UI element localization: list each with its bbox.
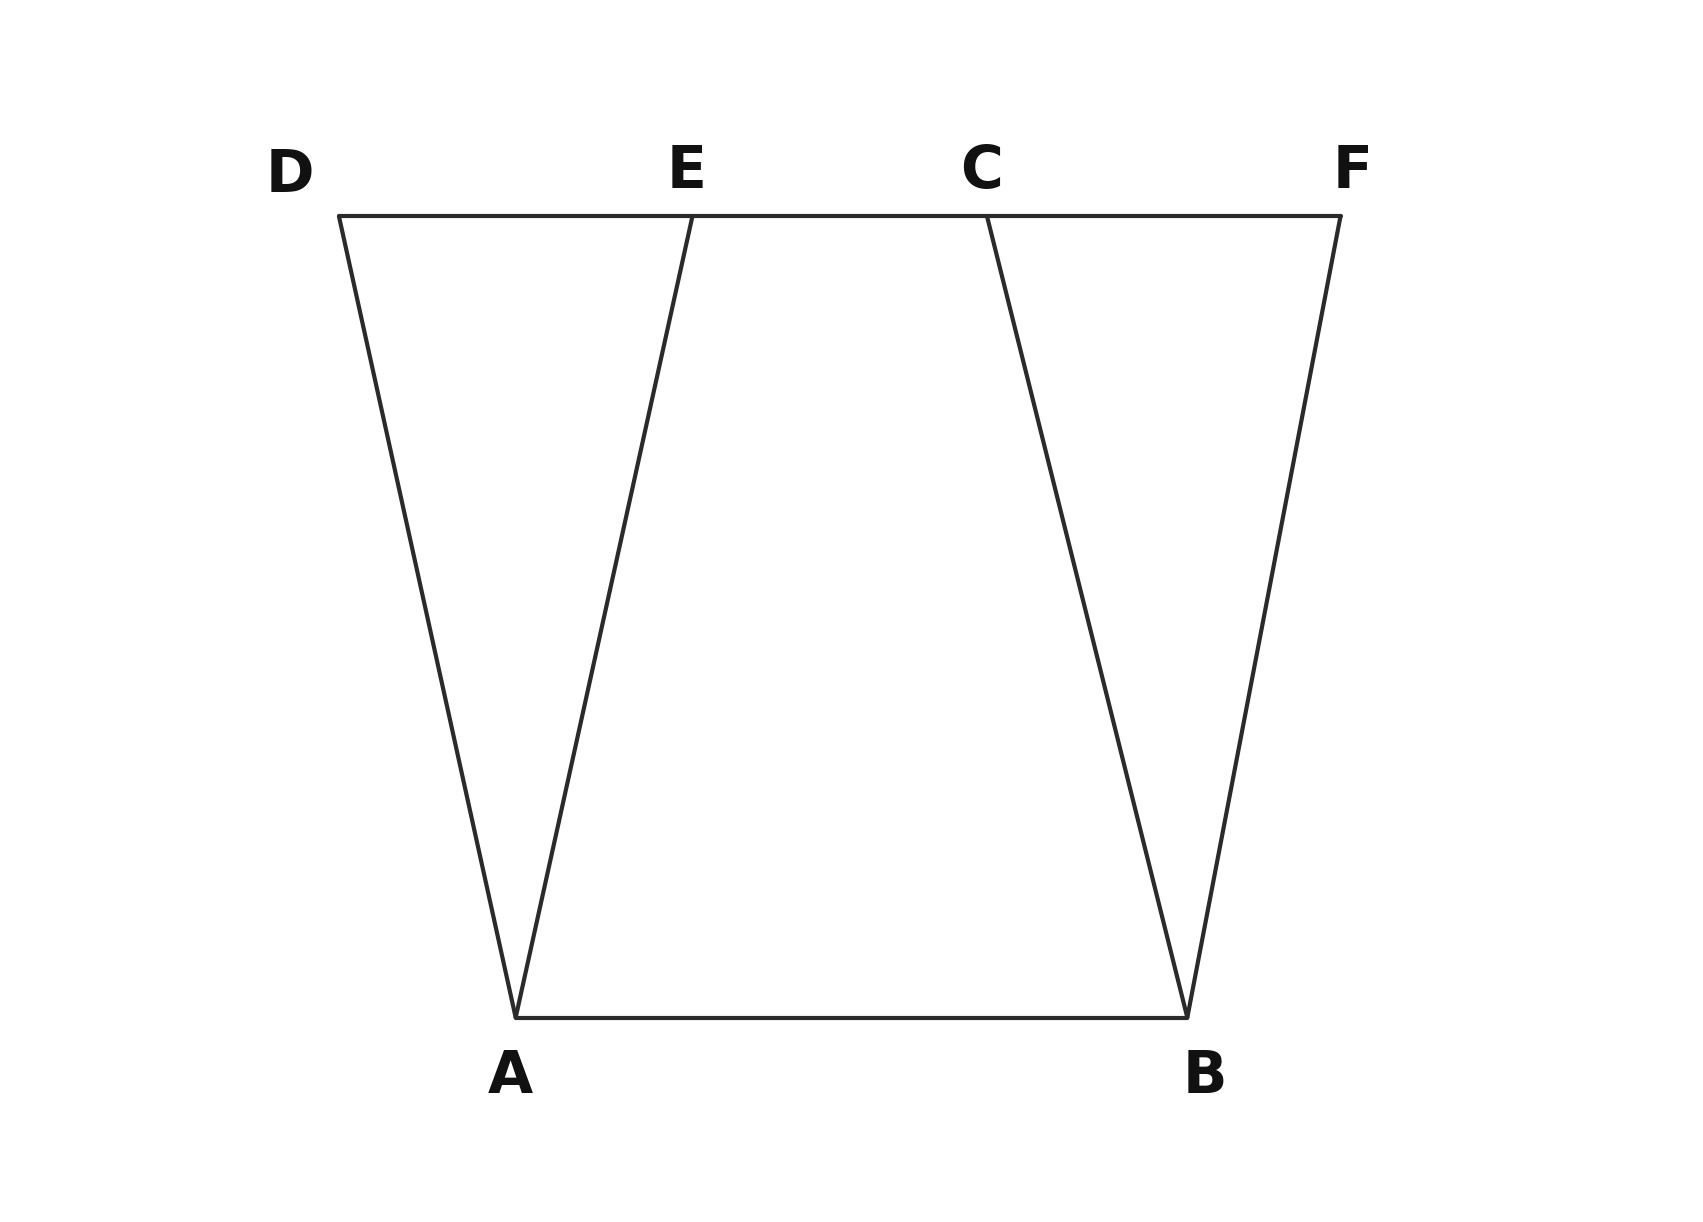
Text: B: B [1184,1048,1228,1105]
Text: D: D [266,147,313,204]
Text: F: F [1332,143,1373,200]
Text: E: E [666,143,707,200]
Text: C: C [960,143,1003,200]
Text: A: A [487,1048,533,1105]
